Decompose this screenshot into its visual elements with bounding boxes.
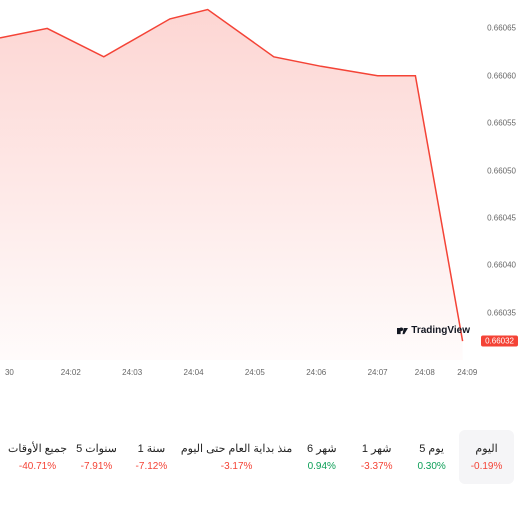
y-tick: 0.66055 — [487, 119, 516, 128]
timeframe-tab-value: -3.37% — [351, 461, 402, 472]
timeframe-tab-value: 0.94% — [296, 461, 347, 472]
x-tick: 24:09 — [457, 368, 477, 377]
timeframe-tab[interactable]: جميع الأوقات -40.71% — [6, 430, 69, 484]
x-tick: 24:08 — [415, 368, 435, 377]
x-tick: 24:04 — [184, 368, 204, 377]
timeframe-tab-value: -3.17% — [181, 461, 292, 472]
brand-text: TradingView — [411, 325, 470, 336]
timeframe-tab[interactable]: 6 شهر 0.94% — [294, 430, 349, 484]
y-tick: 0.66050 — [487, 166, 516, 175]
x-tick: 30 — [5, 368, 14, 377]
timeframe-tab-value: -40.71% — [8, 461, 67, 472]
tradingview-logo[interactable]: TradingView — [397, 325, 470, 336]
timeframe-tab-label: 1 شهر — [351, 442, 402, 455]
timeframe-tab[interactable]: منذ بداية العام حتى اليوم -3.17% — [179, 430, 294, 484]
tradingview-icon — [397, 325, 408, 336]
y-tick: 0.66045 — [487, 213, 516, 222]
x-tick: 24:03 — [122, 368, 142, 377]
last-price-tag: 0.66032 — [481, 336, 518, 347]
y-tick: 0.66035 — [487, 308, 516, 317]
x-tick: 24:07 — [368, 368, 388, 377]
timeframe-tab[interactable]: 1 سنة -7.12% — [124, 430, 179, 484]
timeframe-tab[interactable]: 5 سنوات -7.91% — [69, 430, 124, 484]
timeframe-tab-label: 1 سنة — [126, 442, 177, 455]
timeframe-tab-value: -0.19% — [461, 461, 512, 472]
timeframe-tab-label: 5 يوم — [406, 442, 457, 455]
y-tick: 0.66040 — [487, 261, 516, 270]
timeframe-tab-label: منذ بداية العام حتى اليوم — [181, 442, 292, 455]
timeframe-tab-value: -7.91% — [71, 461, 122, 472]
timeframe-tab[interactable]: 1 شهر -3.37% — [349, 430, 404, 484]
timeframe-tab-value: -7.12% — [126, 461, 177, 472]
x-axis: 3024:0224:0324:0424:0524:0624:0724:0824:… — [0, 368, 472, 388]
y-axis: 0.66065 0.66060 0.66055 0.66050 0.66045 0.660… — [472, 0, 520, 360]
x-tick: 24:05 — [245, 368, 265, 377]
y-tick: 0.66060 — [487, 71, 516, 80]
x-tick: 24:06 — [306, 368, 326, 377]
chart-plot-area — [0, 0, 472, 360]
chart-svg — [0, 0, 472, 360]
timeframe-tabs: اليوم -0.19% 5 يوم 0.30% 1 شهر -3.37% 6 شهر 0.9… — [0, 430, 520, 484]
timeframe-tab-label: جميع الأوقات — [8, 442, 67, 455]
price-chart[interactable]: 0.66065 0.66060 0.66055 0.66050 0.66045 0.660… — [0, 0, 520, 420]
timeframe-tab-label: اليوم — [461, 442, 512, 455]
x-tick: 24:02 — [61, 368, 81, 377]
y-tick: 0.66065 — [487, 24, 516, 33]
timeframe-tab-value: 0.30% — [406, 461, 457, 472]
timeframe-tab[interactable]: 5 يوم 0.30% — [404, 430, 459, 484]
timeframe-tab-label: 6 شهر — [296, 442, 347, 455]
timeframe-tab-label: 5 سنوات — [71, 442, 122, 455]
timeframe-tab[interactable]: اليوم -0.19% — [459, 430, 514, 484]
